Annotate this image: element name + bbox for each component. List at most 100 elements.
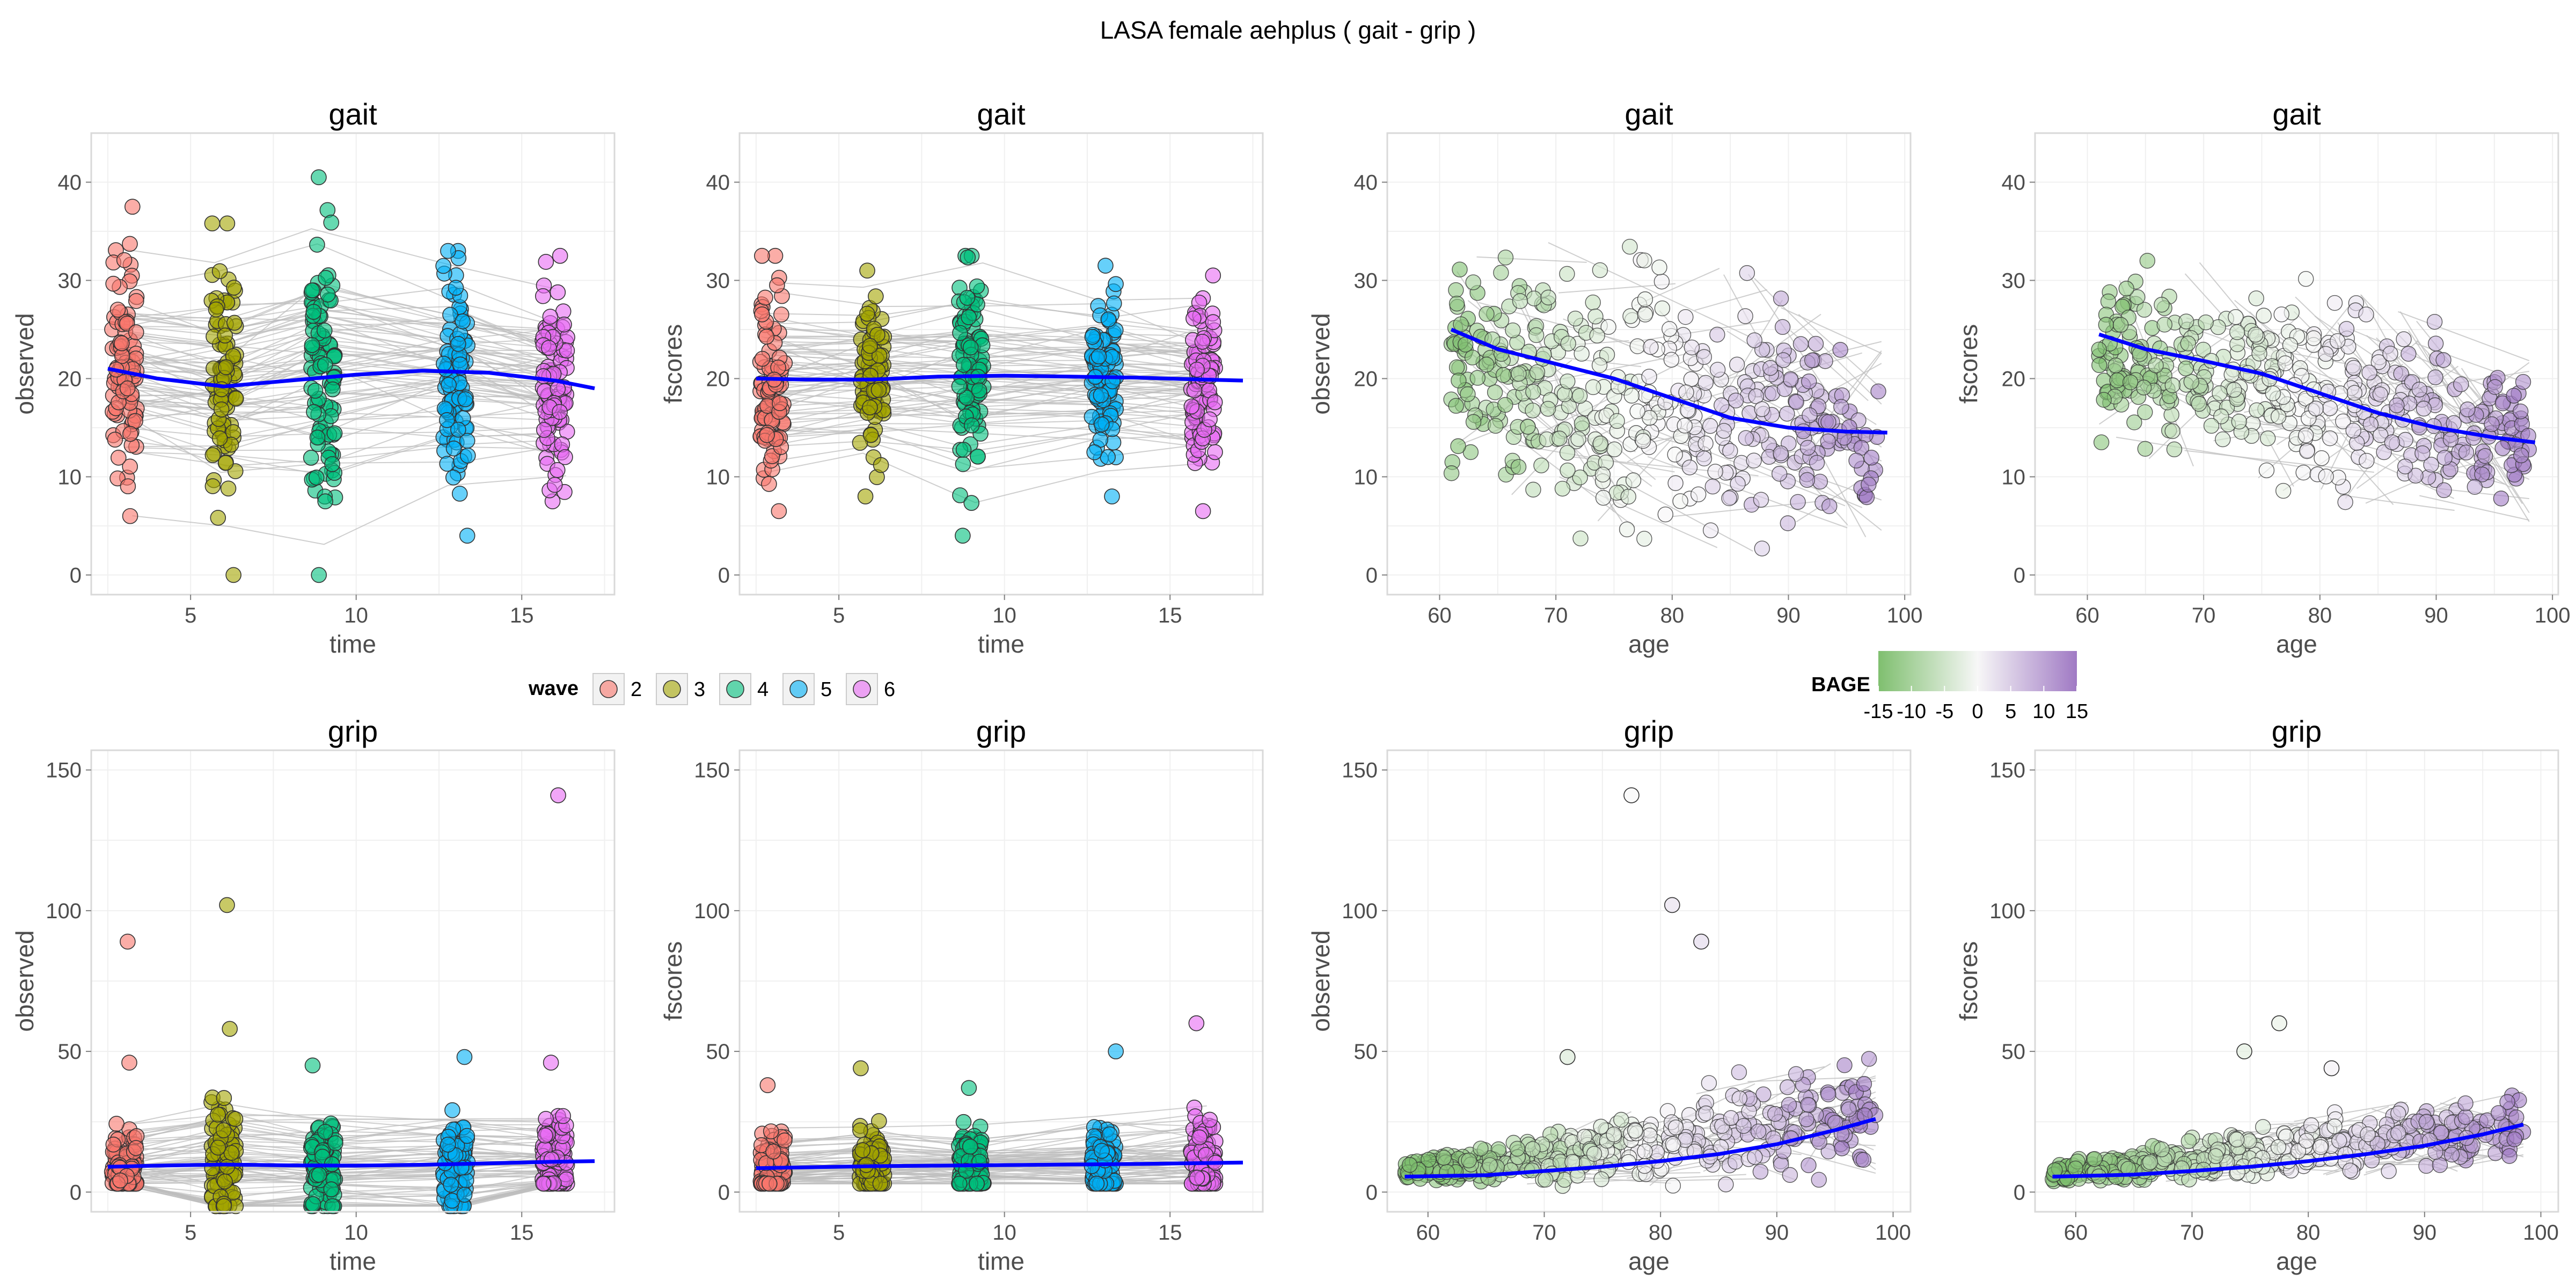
data-point: [1526, 290, 1542, 306]
data-point-wave-4: [311, 169, 327, 186]
data-point: [1780, 1079, 1796, 1095]
data-point-wave-6: [1186, 382, 1203, 399]
data-point: [1804, 352, 1820, 369]
data-point: [1748, 388, 1764, 405]
data-point-wave-6: [1194, 334, 1211, 350]
data-point: [2326, 1118, 2343, 1135]
data-point: [1750, 1123, 1767, 1140]
data-point: [1595, 489, 1612, 506]
data-point: [2226, 382, 2242, 398]
data-point-wave-2: [754, 247, 770, 264]
data-point-wave-4: [963, 495, 980, 511]
data-point-wave-4: [309, 237, 325, 253]
data-point: [1792, 336, 1809, 352]
data-point: [1460, 386, 1476, 402]
data-point: [2180, 1133, 2197, 1150]
outlier-point: [120, 933, 136, 950]
data-point: [1709, 326, 1725, 343]
data-point-wave-2: [110, 450, 127, 466]
data-point: [1775, 352, 1791, 368]
wave-legend-swatch: [853, 680, 871, 698]
data-point-wave-2: [116, 252, 133, 268]
data-point-wave-5: [439, 412, 455, 428]
y-tick-label: 20: [706, 367, 730, 391]
data-point: [2443, 1146, 2460, 1163]
data-point: [1592, 262, 1608, 279]
data-point: [2303, 1117, 2319, 1133]
data-point: [2338, 321, 2355, 337]
data-point: [1473, 1140, 1489, 1157]
data-point: [1448, 359, 1465, 376]
outlier-point: [1664, 897, 1680, 913]
data-point: [1681, 459, 1698, 475]
data-point: [2295, 464, 2311, 481]
y-tick-label: 100: [46, 899, 82, 923]
data-point: [2109, 372, 2125, 389]
data-point: [1629, 338, 1645, 354]
panel-title: gait: [1624, 97, 1673, 131]
data-point-wave-2: [105, 275, 121, 292]
outlier-point: [1693, 933, 1709, 950]
data-point-wave-5: [435, 258, 451, 274]
data-point: [2393, 365, 2409, 382]
data-point-wave-3: [854, 1142, 871, 1158]
data-point: [2248, 326, 2264, 343]
data-point-wave-2: [124, 199, 141, 215]
data-point-wave-3: [217, 1173, 233, 1190]
y-tick-label: 10: [1354, 465, 1378, 489]
data-point-wave-2: [758, 328, 775, 345]
data-point-wave-4: [959, 290, 976, 306]
data-point-wave-5: [1100, 311, 1117, 327]
x-tick-label: 5: [185, 604, 196, 627]
data-point: [2248, 290, 2264, 306]
bage-legend-label: -5: [1935, 700, 1953, 723]
data-point: [1629, 403, 1645, 420]
data-point: [1448, 398, 1464, 414]
x-tick-label: 100: [2523, 1221, 2559, 1245]
x-tick-label: 10: [992, 604, 1016, 627]
data-point: [2508, 1109, 2524, 1125]
data-point-wave-4: [952, 487, 968, 503]
outlier-point: [1560, 1049, 1576, 1065]
data-point: [2322, 400, 2338, 416]
data-point: [2265, 385, 2281, 401]
data-point-wave-5: [459, 1128, 475, 1144]
data-point-wave-3: [871, 347, 888, 364]
data-point: [1774, 319, 1791, 335]
data-point: [1754, 540, 1770, 557]
data-point: [2256, 308, 2272, 324]
data-point: [2506, 387, 2522, 404]
data-point: [1560, 373, 1576, 390]
data-point-wave-3: [872, 1175, 889, 1192]
data-point: [2156, 317, 2172, 333]
bage-legend-label: 5: [2005, 700, 2016, 723]
data-point: [2178, 360, 2194, 377]
data-point: [2118, 281, 2134, 297]
data-point: [1636, 252, 1652, 268]
trajectory-line: [1653, 429, 1846, 507]
data-point: [1510, 459, 1527, 475]
data-point: [1861, 1051, 1877, 1067]
panel-border: [1386, 132, 1912, 596]
data-point-wave-5: [450, 421, 466, 438]
data-point: [1696, 450, 1713, 466]
y-tick-label: 100: [694, 899, 730, 923]
data-point-wave-3: [862, 399, 878, 415]
x-tick-label: 5: [185, 1221, 196, 1245]
data-point: [2432, 1157, 2448, 1173]
data-point: [1820, 433, 1836, 450]
data-point: [1495, 367, 1512, 383]
data-point-wave-3: [218, 359, 234, 375]
data-point: [1622, 239, 1638, 255]
data-point: [1451, 372, 1467, 389]
x-tick-label: 5: [833, 1221, 845, 1245]
panel-title: grip: [328, 714, 378, 748]
data-point: [2513, 447, 2529, 464]
bage-legend-label: 10: [2032, 700, 2055, 723]
wave-legend-label: 6: [884, 678, 895, 701]
data-point: [2318, 346, 2334, 362]
x-tick-label: 80: [1649, 1221, 1673, 1245]
data-point: [1672, 493, 1688, 509]
data-point-wave-5: [456, 1187, 473, 1203]
